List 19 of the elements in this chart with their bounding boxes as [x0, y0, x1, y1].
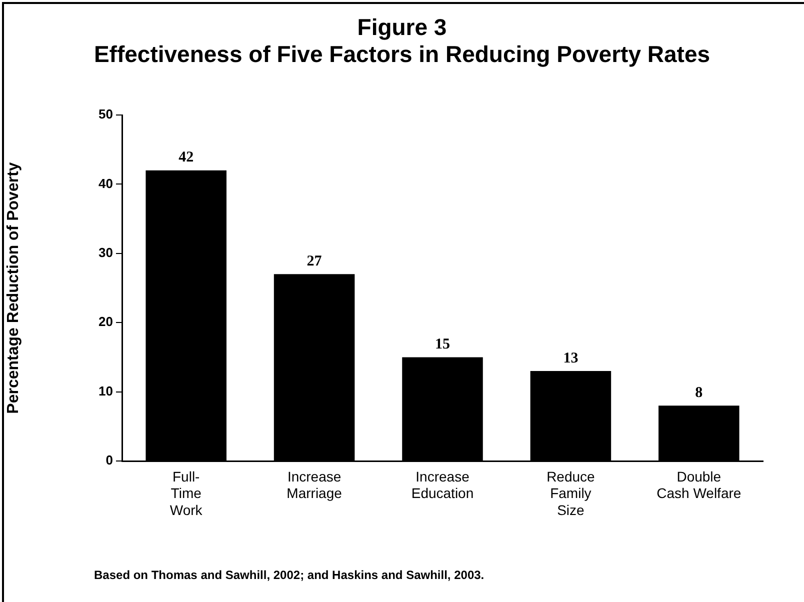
data-label: 13	[563, 350, 578, 366]
data-label: 27	[306, 254, 322, 270]
x-tick-label: Increase Marriage	[286, 468, 342, 502]
y-tick-label: 10	[98, 383, 113, 398]
x-tick-label: Increase Education	[411, 468, 474, 502]
y-tick-label: 50	[98, 106, 113, 122]
data-label: 15	[435, 336, 450, 353]
y-tick-label: 30	[98, 244, 113, 260]
x-tick-label: Full- Time Work	[170, 468, 204, 518]
y-tick-label: 0	[106, 452, 113, 468]
y-axis-title: Percentage Reduction of Poverty	[5, 162, 22, 414]
y-tick-label: 20	[98, 314, 113, 330]
data-label: 42	[178, 150, 194, 166]
y-tick-label: 40	[98, 176, 113, 191]
x-tick-label: Reduce Family Size	[546, 468, 596, 518]
text: Based on Thomas and Sawhill, 2002; and Haskins and Sawhill, 2003.	[94, 568, 484, 582]
data-label: 8	[695, 385, 703, 402]
chart-title: Figure 3 Effectiveness of Five Factors in Reducing Poverty Rates	[92, 14, 712, 68]
x-tick-label: Double Cash Welfare	[656, 468, 742, 502]
